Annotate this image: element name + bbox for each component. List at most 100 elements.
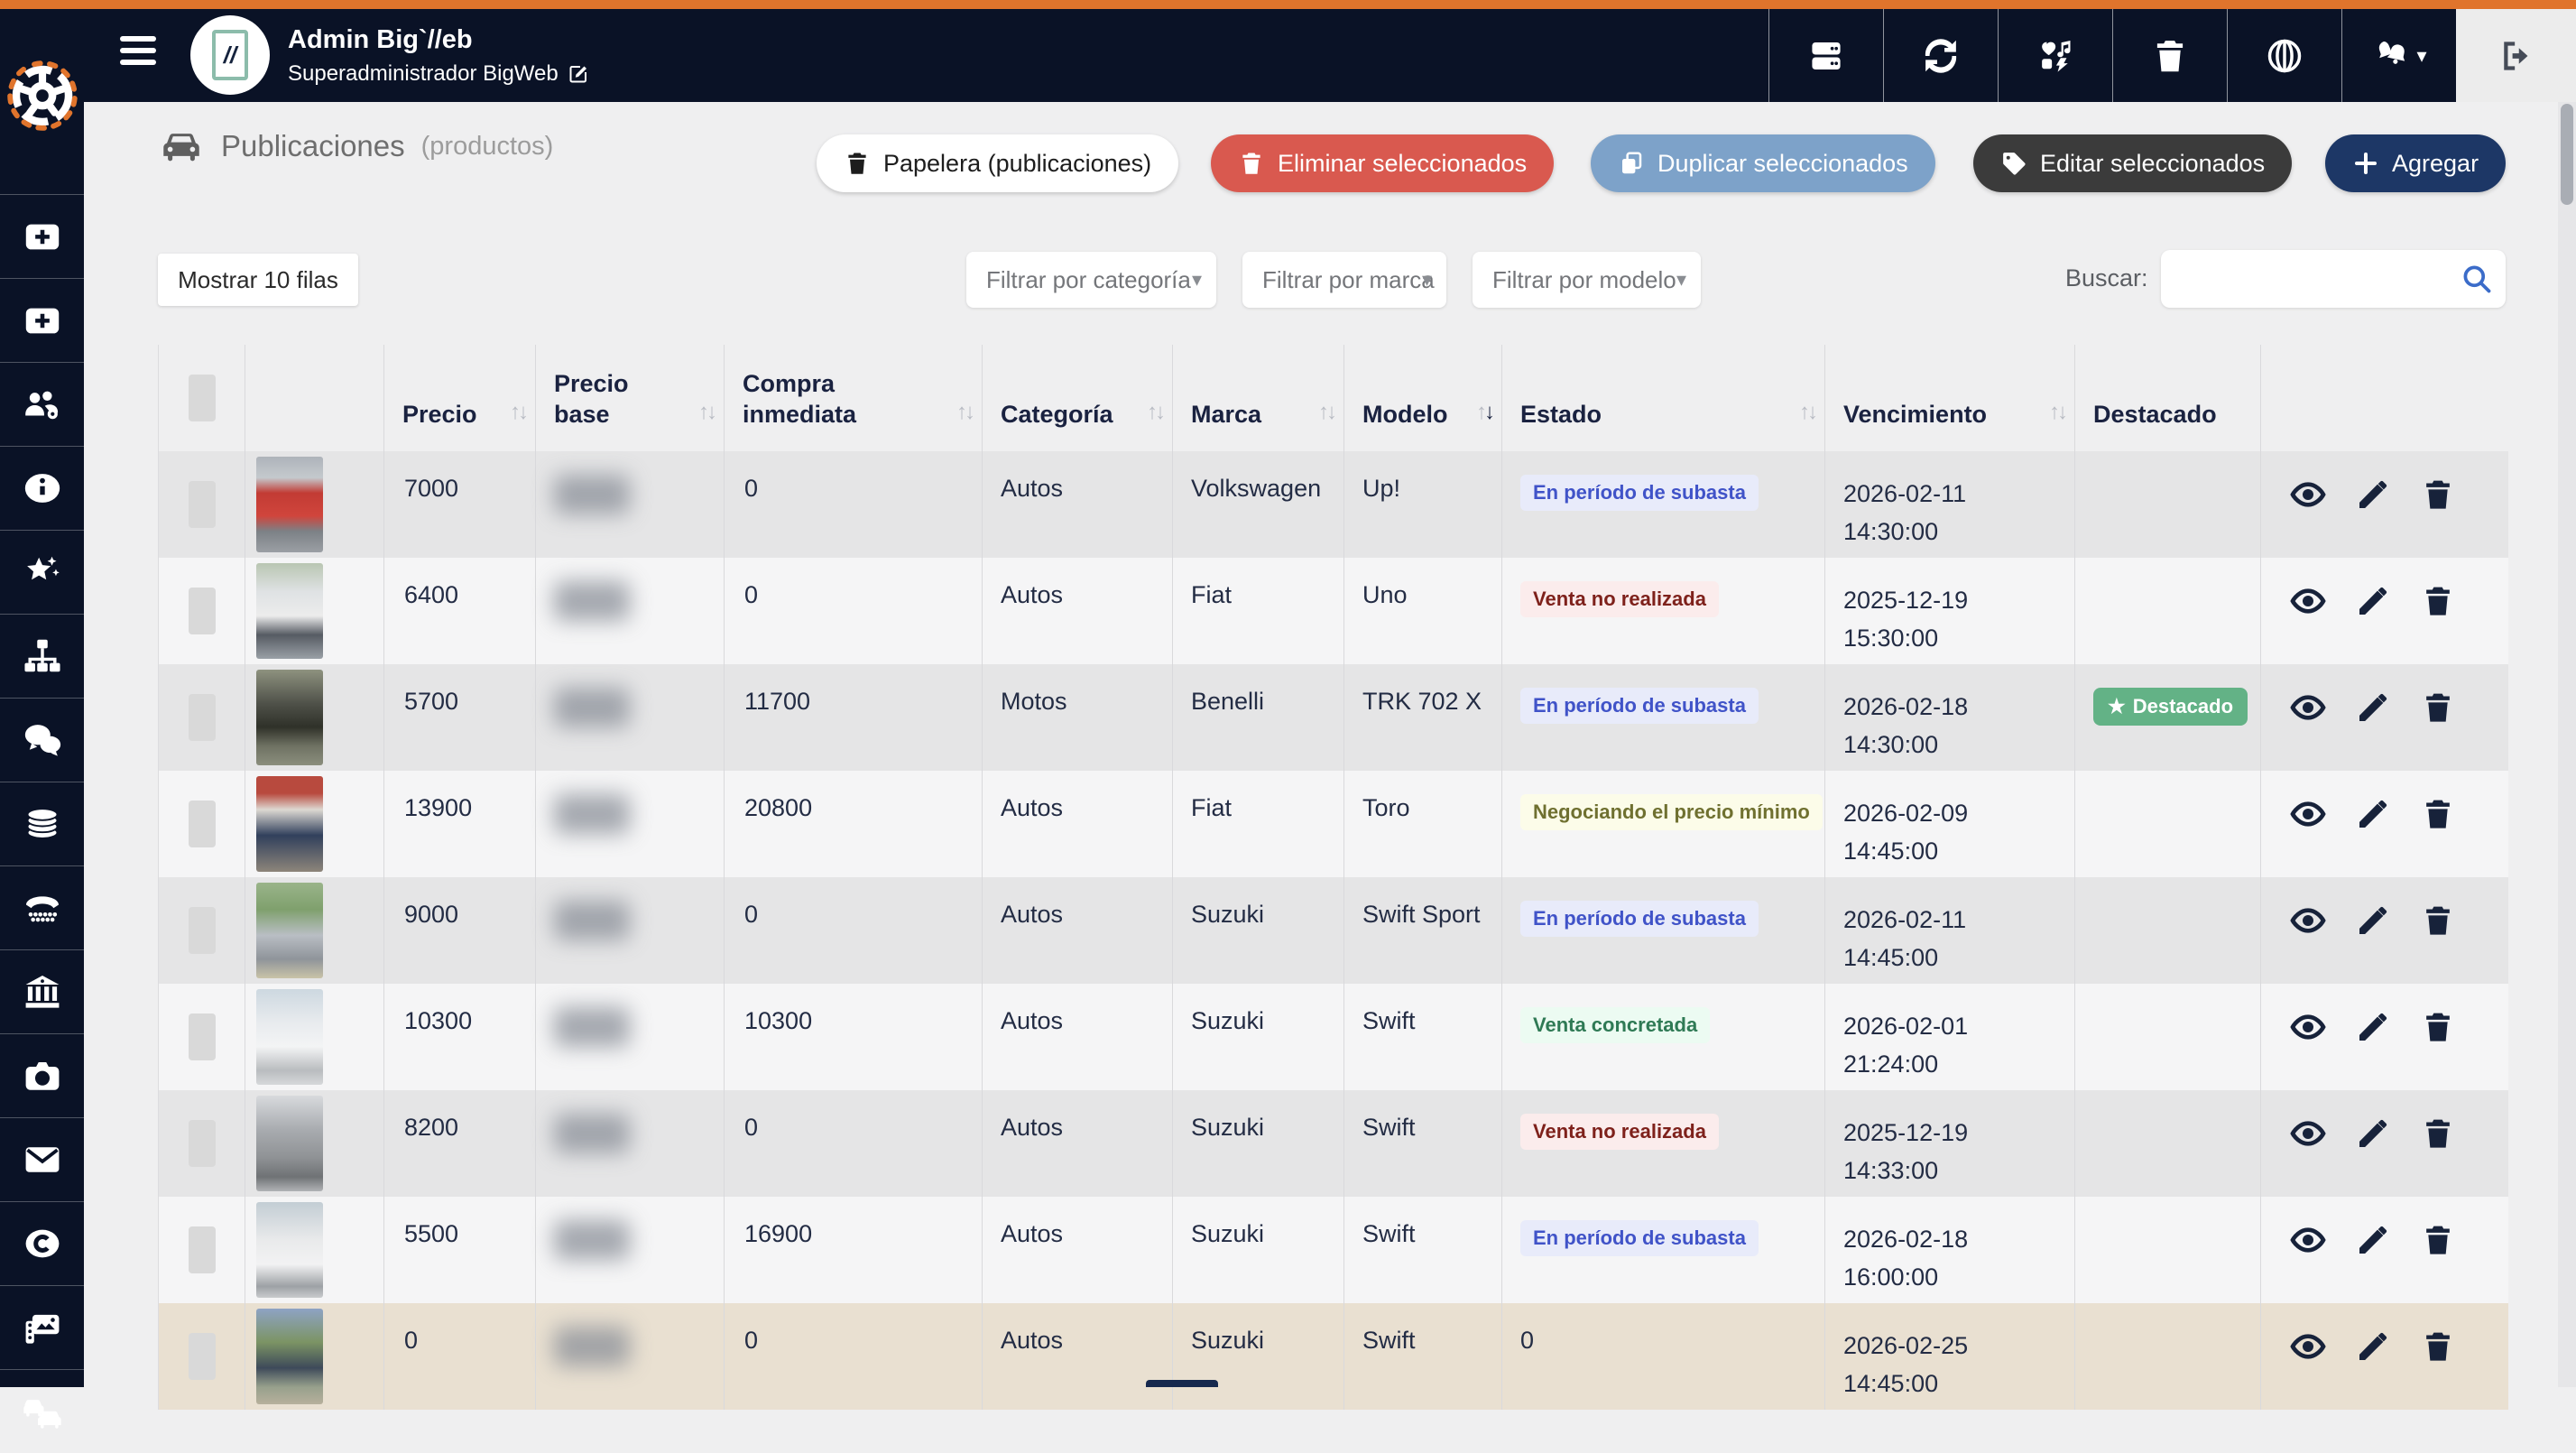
- edit-pencil-square-icon[interactable]: [568, 63, 589, 85]
- delete-trash-icon[interactable]: [2420, 1115, 2456, 1152]
- col-header-precio[interactable]: Precio ↑↓: [383, 345, 535, 451]
- filter-modelo-select[interactable]: Filtrar por modelo ▾: [1473, 252, 1701, 308]
- rows-per-page-select[interactable]: Mostrar 10 filas: [158, 254, 358, 306]
- row-checkbox[interactable]: [188, 1226, 216, 1273]
- logout-button[interactable]: [2456, 9, 2576, 102]
- row-checkbox[interactable]: [188, 1013, 216, 1060]
- edit-pencil-icon[interactable]: [2355, 1009, 2391, 1045]
- sidebar-item-photos[interactable]: [0, 1033, 84, 1117]
- icons-collection-icon[interactable]: [1998, 9, 2112, 102]
- cars-icon: [23, 1400, 61, 1429]
- row-checkbox[interactable]: [188, 588, 216, 634]
- media-film-icon: [25, 1314, 59, 1344]
- col-header-compra-inmediata[interactable]: Compra inmediata ↑↓: [724, 345, 982, 451]
- star-sparkles-icon: [26, 556, 60, 580]
- col-header-estado[interactable]: Estado ↑↓: [1501, 345, 1824, 451]
- col-header-categoria[interactable]: Categoría ↑↓: [982, 345, 1172, 451]
- view-eye-icon[interactable]: [2290, 477, 2326, 513]
- hamburger-menu-icon[interactable]: [120, 36, 160, 72]
- edit-pencil-icon[interactable]: [2355, 1222, 2391, 1258]
- edit-pencil-icon[interactable]: [2355, 1115, 2391, 1152]
- view-eye-icon[interactable]: [2290, 1328, 2326, 1365]
- row-checkbox[interactable]: [188, 694, 216, 741]
- table-row: 5500 16900 Autos Suzuki Swift En período…: [159, 1197, 2508, 1303]
- view-eye-icon[interactable]: [2290, 796, 2326, 832]
- sidebar-item-fax[interactable]: [0, 865, 84, 949]
- row-checkbox[interactable]: [188, 481, 216, 528]
- sidebar-item-bank[interactable]: [0, 949, 84, 1033]
- sidebar-item-vehicles[interactable]: [0, 1369, 84, 1453]
- view-eye-icon[interactable]: [2290, 1222, 2326, 1258]
- cell-precio-base: [535, 877, 724, 984]
- view-eye-icon[interactable]: [2290, 689, 2326, 726]
- search-input[interactable]: [2174, 255, 2444, 301]
- papelera-button[interactable]: Papelera (publicaciones): [817, 134, 1179, 192]
- row-checkbox[interactable]: [188, 907, 216, 954]
- edit-pencil-icon[interactable]: [2355, 583, 2391, 619]
- product-image: [256, 883, 323, 978]
- trash-icon[interactable]: [2112, 9, 2227, 102]
- view-eye-icon[interactable]: [2290, 1009, 2326, 1045]
- brand-wheel-logo[interactable]: [5, 59, 79, 156]
- eliminar-seleccionados-button[interactable]: Eliminar seleccionados: [1211, 134, 1555, 192]
- row-checkbox[interactable]: [188, 801, 216, 847]
- cell-compra: 10300: [724, 984, 982, 1090]
- delete-trash-icon[interactable]: [2420, 583, 2456, 619]
- globe-icon[interactable]: [2227, 9, 2341, 102]
- editar-seleccionados-button[interactable]: Editar seleccionados: [1973, 134, 2293, 192]
- sidebar-item-featured[interactable]: [0, 530, 84, 614]
- cell-modelo: Swift: [1343, 984, 1501, 1090]
- edit-pencil-icon[interactable]: [2355, 902, 2391, 939]
- product-image: [256, 1309, 323, 1404]
- view-eye-icon[interactable]: [2290, 583, 2326, 619]
- edit-pencil-icon[interactable]: [2355, 796, 2391, 832]
- col-header-vencimiento[interactable]: Vencimiento ↑↓: [1824, 345, 2074, 451]
- sidebar-item-users[interactable]: [0, 362, 84, 446]
- cell-precio-base: [535, 1090, 724, 1197]
- delete-trash-icon[interactable]: [2420, 1222, 2456, 1258]
- sidebar-item-copyright[interactable]: [0, 1201, 84, 1285]
- scrollbar-thumb[interactable]: [2561, 104, 2573, 205]
- filter-categoria-select[interactable]: Filtrar por categoría ▾: [966, 252, 1216, 308]
- search-icon[interactable]: [2461, 263, 2493, 295]
- filter-marca-select[interactable]: Filtrar por marca ▾: [1242, 252, 1446, 308]
- plus-icon: [2355, 153, 2377, 174]
- sidebar-item-sitemap[interactable]: [0, 614, 84, 698]
- sidebar-item-coins[interactable]: [0, 782, 84, 865]
- sidebar-item-add-item[interactable]: [0, 278, 84, 362]
- select-all-checkbox[interactable]: [188, 375, 216, 421]
- avatar[interactable]: //: [190, 15, 270, 95]
- col-header-marca[interactable]: Marca ↑↓: [1172, 345, 1343, 451]
- delete-trash-icon[interactable]: [2420, 477, 2456, 513]
- col-header-modelo[interactable]: Modelo ↑↓: [1343, 345, 1501, 451]
- col-header-precio-base[interactable]: Precio base ↑↓: [535, 345, 724, 451]
- sidebar-item-mail[interactable]: [0, 1117, 84, 1201]
- row-checkbox[interactable]: [188, 1333, 216, 1380]
- delete-trash-icon[interactable]: [2420, 902, 2456, 939]
- delete-trash-icon[interactable]: [2420, 1328, 2456, 1365]
- cell-vencimiento: 2026-02-25 14:45:00: [1824, 1303, 2074, 1410]
- duplicar-seleccionados-button[interactable]: Duplicar seleccionados: [1591, 134, 1935, 192]
- cell-precio-base: [535, 664, 724, 771]
- delete-trash-icon[interactable]: [2420, 796, 2456, 832]
- sidebar-item-media[interactable]: [0, 1285, 84, 1369]
- page-scrollbar[interactable]: [2558, 102, 2576, 1387]
- edit-pencil-icon[interactable]: [2355, 1328, 2391, 1365]
- cell-estado: En período de subasta: [1501, 451, 1824, 558]
- delete-trash-icon[interactable]: [2420, 689, 2456, 726]
- server-icon[interactable]: [1768, 9, 1883, 102]
- sidebar-item-info[interactable]: [0, 446, 84, 530]
- view-eye-icon[interactable]: [2290, 902, 2326, 939]
- cell-destacado: [2074, 984, 2260, 1090]
- row-checkbox[interactable]: [188, 1120, 216, 1167]
- edit-pencil-icon[interactable]: [2355, 689, 2391, 726]
- edit-pencil-icon[interactable]: [2355, 477, 2391, 513]
- view-eye-icon[interactable]: [2290, 1115, 2326, 1152]
- sync-icon[interactable]: [1883, 9, 1998, 102]
- notifications-bells-icon[interactable]: ▾: [2341, 9, 2456, 102]
- delete-trash-icon[interactable]: [2420, 1009, 2456, 1045]
- sidebar-item-add-listing[interactable]: [0, 194, 84, 278]
- agregar-button[interactable]: Agregar: [2325, 134, 2507, 192]
- sidebar-item-chats[interactable]: [0, 698, 84, 782]
- cell-estado: En período de subasta: [1501, 1197, 1824, 1303]
